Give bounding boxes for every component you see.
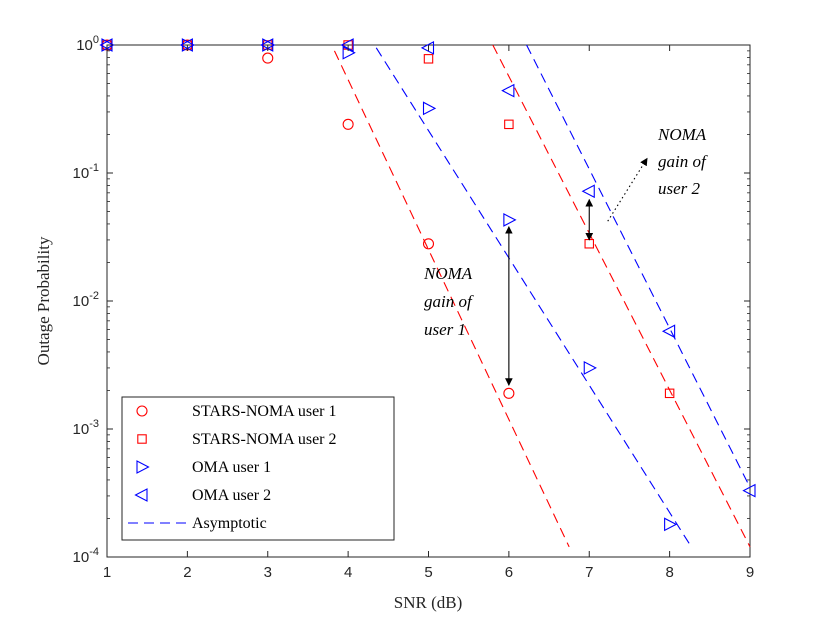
annotations: NOMA gain of user 1 NOMA gain of user 2: [423, 125, 708, 386]
legend-swatch: [134, 488, 148, 502]
asymptotic-lines: [333, 44, 751, 548]
noma-gain-user2-label: gain of: [658, 152, 708, 171]
data-point: [661, 324, 676, 339]
legend-swatch: [136, 460, 150, 474]
data-point: [342, 118, 354, 130]
legend: STARS-NOMA user 1 STARS-NOMA user 2 OMA us…: [121, 396, 395, 541]
noma-gain-user1-label: gain of: [424, 292, 474, 311]
y-tick-label: 10-2: [73, 290, 99, 310]
asymptotic-line: [526, 44, 751, 488]
data-point: [501, 83, 515, 98]
x-tick-label: 4: [344, 564, 352, 581]
data-markers: [99, 38, 756, 532]
asymptotic-line: [492, 44, 751, 548]
data-point: [664, 388, 675, 399]
legend-swatch: [137, 434, 147, 444]
asymptotic-line: [375, 47, 692, 548]
data-point: [503, 387, 515, 399]
legend-label: OMA user 1: [192, 459, 271, 476]
noma-gain-user2-label: user 2: [658, 179, 701, 198]
data-point: [581, 184, 595, 199]
x-tick-label: 3: [264, 564, 272, 581]
x-tick-label: 6: [505, 564, 513, 581]
x-tick-label: 2: [183, 564, 191, 581]
y-tick-label: 100: [76, 34, 99, 54]
legend-label: STARS-NOMA user 1: [192, 403, 337, 420]
data-point: [422, 238, 435, 250]
legend-label: OMA user 2: [192, 487, 271, 504]
data-point: [260, 38, 274, 52]
data-point: [583, 361, 597, 375]
data-point: [742, 483, 756, 498]
legend-label: Asymptotic: [192, 515, 267, 532]
x-tick-label: 7: [585, 564, 593, 581]
noma-gain-user2-pointer: [607, 157, 648, 222]
asymptotic-line: [333, 50, 570, 548]
data-point: [422, 101, 437, 116]
data-point: [262, 52, 274, 64]
noma-gain-user1-label: NOMA: [423, 264, 473, 283]
data-point: [342, 45, 356, 60]
noma-gain-user1-label: user 1: [424, 320, 466, 339]
x-tick-label: 8: [665, 564, 673, 581]
data-point: [420, 40, 435, 55]
data-point: [504, 119, 514, 130]
data-point: [262, 38, 276, 52]
y-axis-label: Outage Probability: [34, 236, 53, 365]
axis-ticks: 1 2 3 4 5 6 7 8 9 100 10-1 10-2 10-3 10-4: [73, 34, 755, 581]
data-point: [664, 517, 678, 532]
data-point: [340, 38, 354, 52]
x-tick-label: 1: [103, 564, 111, 581]
legend-box: [121, 396, 395, 541]
x-tick-label: 9: [746, 564, 754, 581]
data-point: [181, 38, 196, 52]
legend-label: STARS-NOMA user 2: [192, 431, 337, 448]
data-point: [101, 38, 115, 52]
data-point: [423, 54, 434, 64]
x-tick-label: 5: [424, 564, 432, 581]
y-tick-label: 10-1: [73, 162, 99, 182]
data-point: [179, 38, 193, 52]
x-axis-label: SNR (dB): [394, 593, 462, 612]
data-point: [503, 213, 517, 227]
y-tick-label: 10-3: [73, 418, 99, 438]
legend-swatch: [136, 405, 148, 417]
noma-gain-user2-label: NOMA: [657, 125, 707, 144]
y-tick-label: 10-4: [73, 546, 99, 566]
